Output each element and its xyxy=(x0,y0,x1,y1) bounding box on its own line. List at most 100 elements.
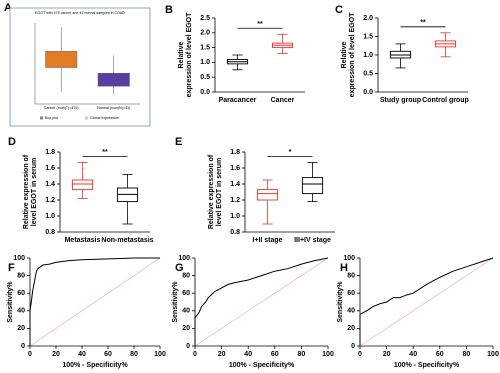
y-tick-label: 100 xyxy=(13,255,25,262)
panel-letter: E xyxy=(175,136,182,148)
x-tick-label: Non-metastasis xyxy=(101,237,153,244)
panel-letter: F xyxy=(8,262,15,274)
y-tick-label: 1.0 xyxy=(200,59,210,66)
y-tick-label: 1.2 xyxy=(45,197,55,204)
legend-swatch xyxy=(40,116,43,120)
x-tick-label: 80 xyxy=(463,351,471,358)
y-tick-label: 0.5 xyxy=(200,74,210,81)
x-tick-label: 40 xyxy=(244,351,252,358)
screenshot-title: EGOT with 475 cancer and 41 normal sampl… xyxy=(35,11,125,15)
y-tick-label: 60 xyxy=(182,290,190,297)
y-tick-label: 2.5 xyxy=(200,15,210,22)
x-tick-label: Paracancer xyxy=(219,97,257,104)
y-axis-label: expression of level EGOT xyxy=(186,12,193,98)
y-axis-label: Sensitivity% xyxy=(7,281,14,323)
y-tick-label: 1.0 xyxy=(45,213,55,220)
y-tick-label: 1.0 xyxy=(363,52,373,59)
x-tick-label: 100 xyxy=(322,351,334,358)
x-tick-label: 0 xyxy=(358,351,362,358)
y-tick-label: 20 xyxy=(347,325,355,332)
screenshot-frame xyxy=(9,7,151,127)
x-tick-label: III+IV stage xyxy=(294,237,331,244)
y-axis-label: level EGOT in serum xyxy=(216,158,223,226)
x-tick-label: 40 xyxy=(409,351,417,358)
reference-line xyxy=(194,257,329,347)
legend-label: Global expression xyxy=(90,116,119,120)
y-tick-label: 20 xyxy=(182,325,190,332)
y-tick-label: 1.8 xyxy=(45,149,55,156)
y-tick-label: 80 xyxy=(182,272,190,279)
y-tick-label: 1.4 xyxy=(230,181,240,188)
y-tick-label: 20 xyxy=(17,325,25,332)
y-axis-label: Relative expression of xyxy=(208,154,215,229)
y-tick-label: 0 xyxy=(351,343,355,350)
panel-letter: H xyxy=(340,262,348,274)
x-tick-label: 100 xyxy=(154,351,166,358)
y-tick-label: 100 xyxy=(178,255,190,262)
panel-letter: G xyxy=(175,262,184,274)
y-tick-label: 100 xyxy=(343,255,355,262)
y-axis-label: Relative xyxy=(178,41,185,68)
box xyxy=(256,189,279,201)
y-tick-label: 1.5 xyxy=(200,44,210,51)
x-tick-label: Cancer (num(T)=475) xyxy=(44,106,79,110)
y-tick-label: 40 xyxy=(182,308,190,315)
y-tick-label: 0 xyxy=(21,343,25,350)
x-tick-label: I+II stage xyxy=(252,237,282,244)
panel-letter: A xyxy=(4,2,12,14)
box xyxy=(71,179,94,191)
x-axis-label: 100% - Specificity% xyxy=(229,362,295,369)
reference-line xyxy=(29,257,161,347)
x-tick-label: 0 xyxy=(28,351,32,358)
x-tick-label: Cancer xyxy=(271,97,295,104)
panel-letter: C xyxy=(335,4,343,16)
x-tick-label: 40 xyxy=(78,351,86,358)
y-tick-label: 60 xyxy=(347,290,355,297)
x-tick-label: 80 xyxy=(130,351,138,358)
y-tick-label: 80 xyxy=(17,272,25,279)
y-axis-label: Relative xyxy=(341,41,348,68)
significance-label: ** xyxy=(420,20,426,27)
roc-curve xyxy=(194,257,329,346)
panel-letter: D xyxy=(8,136,16,148)
significance-label: * xyxy=(289,149,292,156)
y-tick-label: 1.6 xyxy=(45,165,55,172)
x-tick-label: 0 xyxy=(193,351,197,358)
y-tick-label: 2.0 xyxy=(200,30,210,37)
y-tick-label: 0.0 xyxy=(363,89,373,96)
y-axis-label: Sensitivity% xyxy=(172,281,179,323)
significance-label: ** xyxy=(257,21,263,28)
x-tick-label: Normal (num(N)=41) xyxy=(97,106,130,110)
x-tick-label: 20 xyxy=(52,351,60,358)
y-tick-label: 0.5 xyxy=(363,70,373,77)
y-tick-label: 0.8 xyxy=(230,229,240,236)
x-axis-label: 100% - Specificity% xyxy=(62,362,128,369)
y-tick-label: 60 xyxy=(17,290,25,297)
x-tick-label: 100 xyxy=(487,351,499,358)
box xyxy=(97,73,130,87)
roc-curve xyxy=(359,257,494,346)
x-axis-label: 100% - Specificity% xyxy=(394,362,460,369)
y-tick-label: 1.5 xyxy=(363,33,373,40)
y-tick-label: 80 xyxy=(347,272,355,279)
y-tick-label: 40 xyxy=(347,308,355,315)
y-tick-label: 0 xyxy=(186,343,190,350)
y-axis-label: expression of level EGOT xyxy=(349,12,356,98)
legend-swatch xyxy=(85,116,88,120)
y-axis-label: Relative expression of xyxy=(23,154,30,229)
y-axis-label: Sensitivity% xyxy=(337,281,344,323)
box xyxy=(45,51,78,68)
y-tick-label: 2.0 xyxy=(363,15,373,22)
x-tick-label: 60 xyxy=(104,351,112,358)
x-tick-label: 20 xyxy=(218,351,226,358)
y-tick-label: 40 xyxy=(17,308,25,315)
reference-line xyxy=(359,257,494,347)
x-tick-label: 60 xyxy=(271,351,279,358)
y-tick-label: 1.0 xyxy=(230,213,240,220)
y-tick-label: 0.0 xyxy=(200,89,210,96)
x-tick-label: Control group xyxy=(422,97,469,104)
y-tick-label: 1.6 xyxy=(230,165,240,172)
y-tick-label: 1.2 xyxy=(230,197,240,204)
y-tick-label: 0.8 xyxy=(45,229,55,236)
